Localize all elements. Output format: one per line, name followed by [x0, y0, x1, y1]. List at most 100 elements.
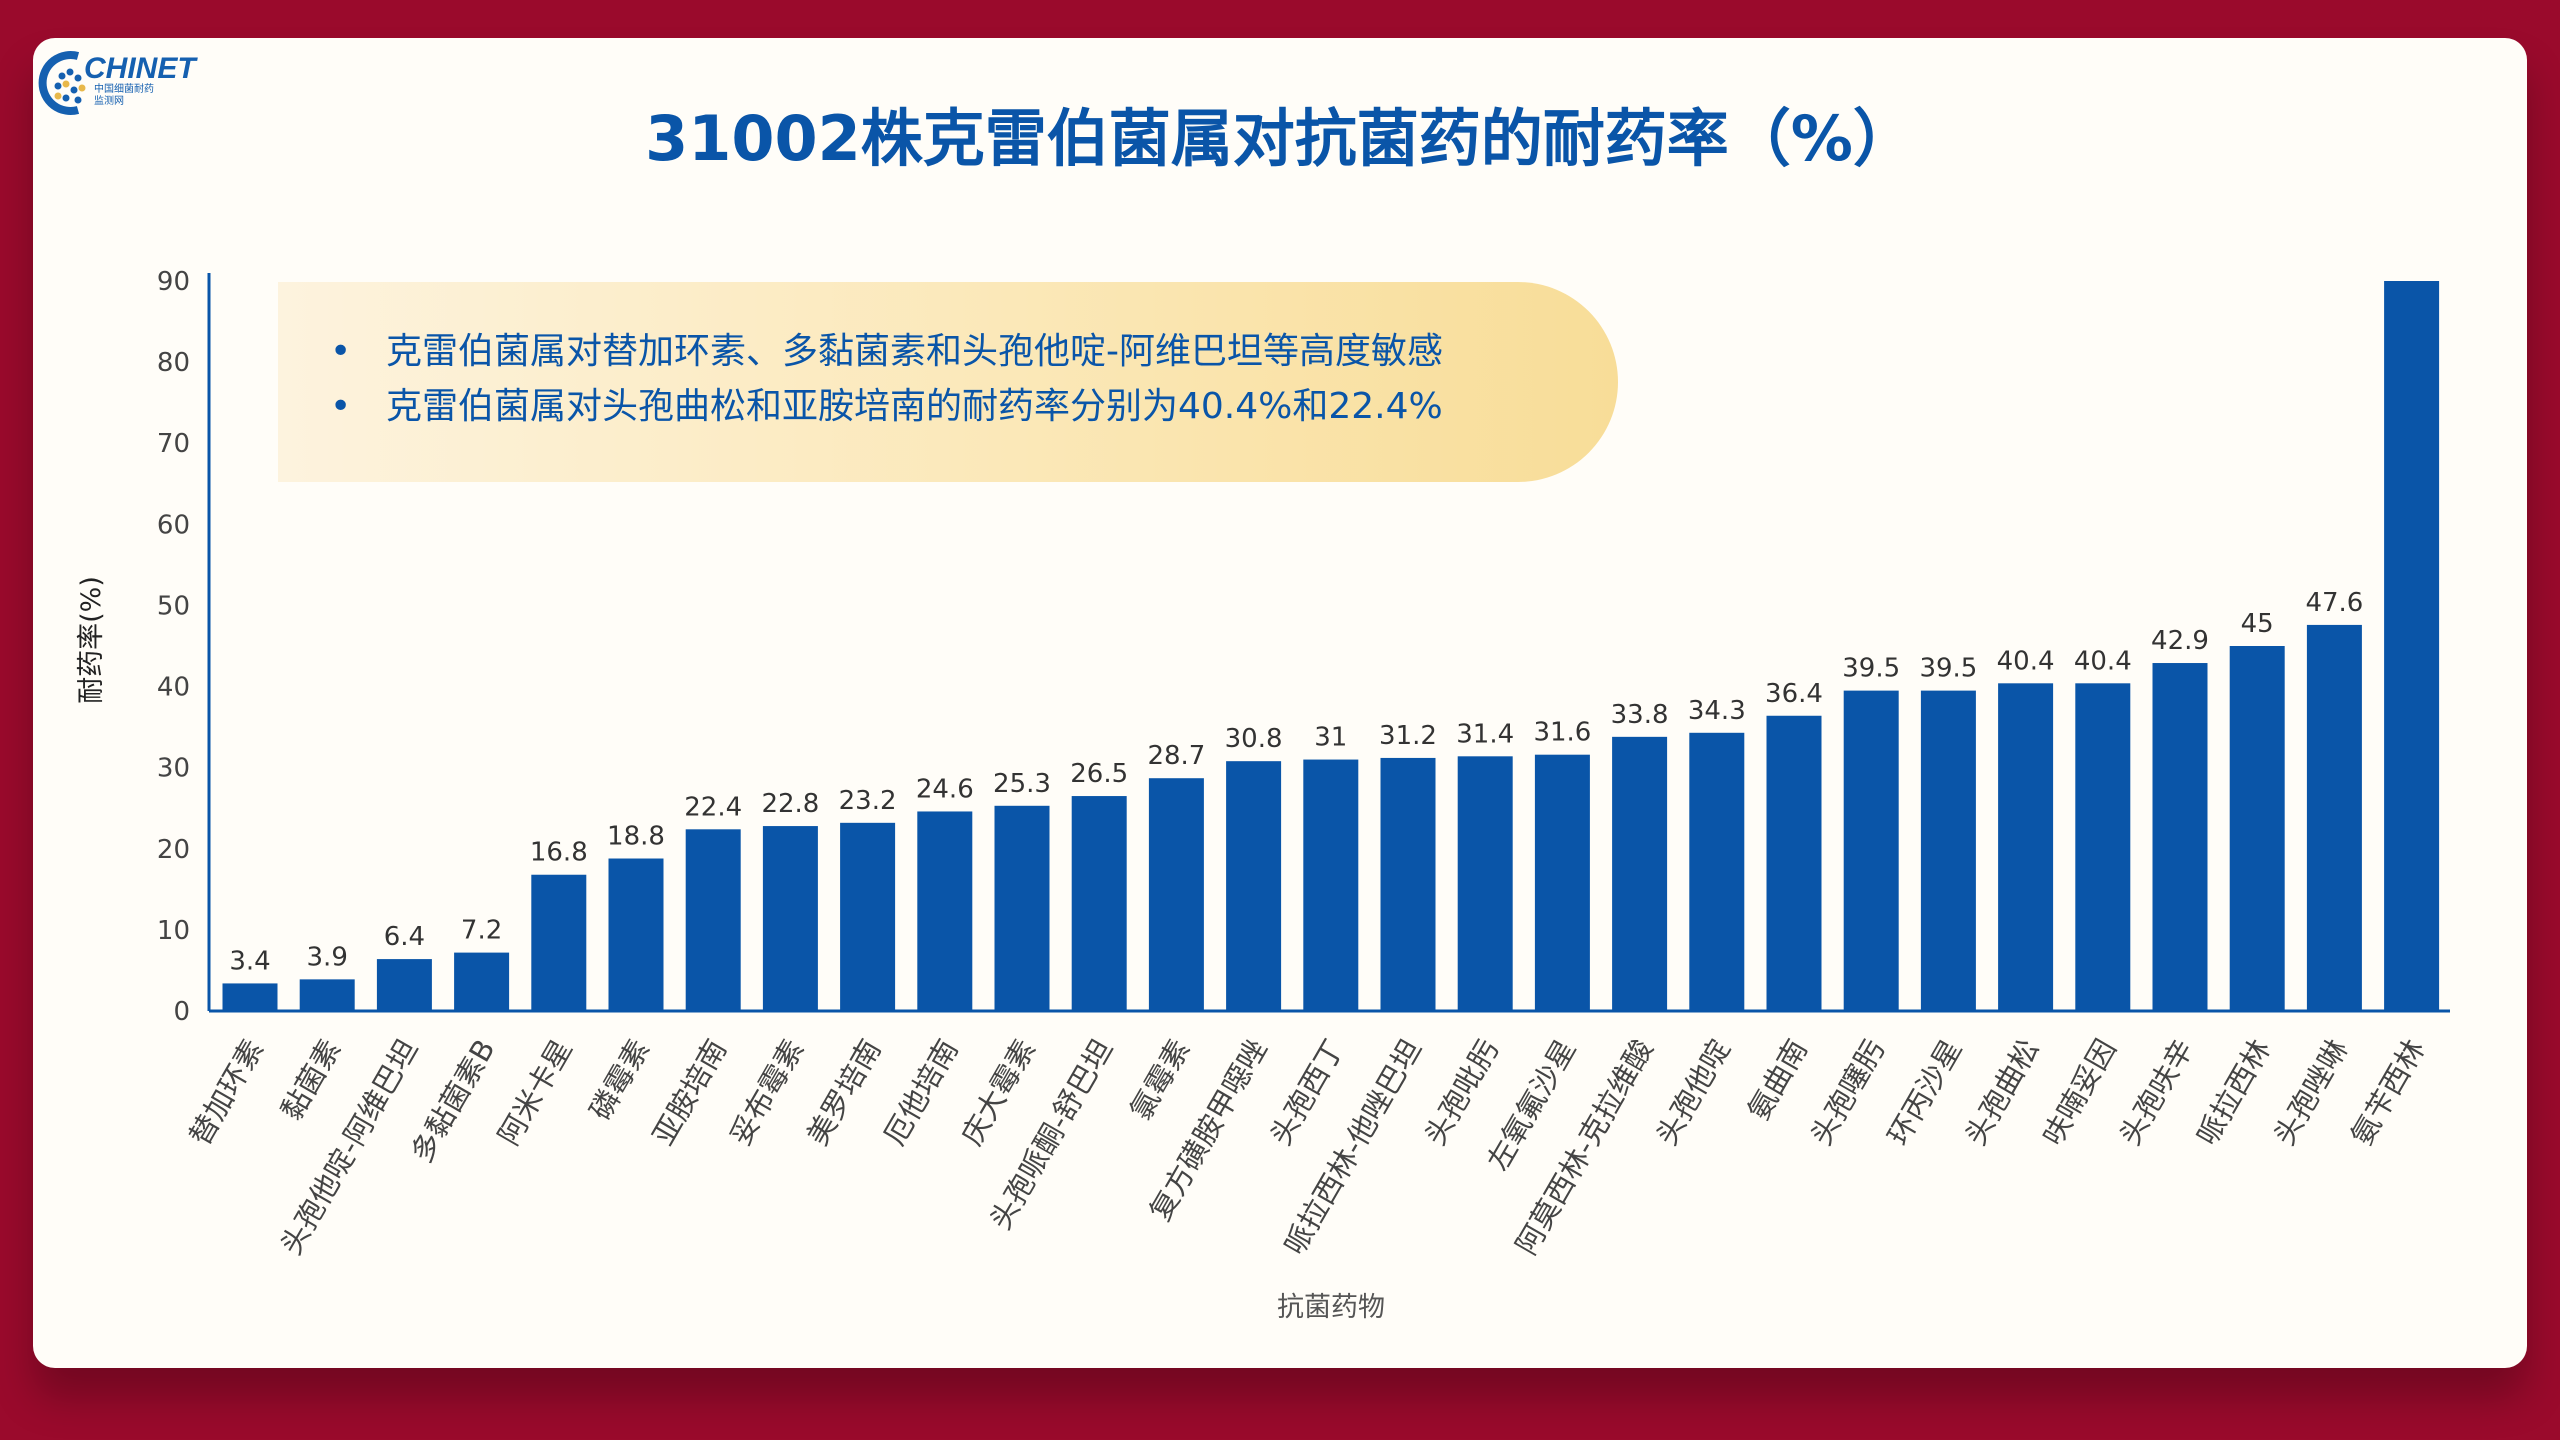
data-label: 39.5	[1842, 654, 1900, 684]
x-tick-label: 妥布霉素	[723, 1034, 810, 1151]
bar	[1689, 732, 1745, 1011]
x-tick-label: 头孢呋辛	[2113, 1034, 2200, 1151]
data-label: 25.3	[993, 769, 1051, 799]
bar	[1148, 778, 1204, 1011]
data-label: 40.4	[2074, 646, 2132, 676]
data-label: 7.2	[461, 916, 502, 946]
data-label: 23.2	[839, 786, 897, 816]
bullet-icon: •	[330, 386, 352, 427]
x-tick-label: 黏菌素	[274, 1034, 347, 1126]
page-title: 31002株克雷伯菌属对抗菌药的耐药率（%）	[645, 102, 1915, 175]
bar	[454, 952, 510, 1011]
y-tick-label: 50	[157, 591, 190, 621]
y-axis-title: 耐药率(%)	[76, 576, 107, 704]
x-tick-label: 磷霉素	[583, 1034, 656, 1126]
bullet-icon: •	[330, 331, 352, 372]
bar	[1766, 715, 1822, 1011]
x-tick-label: 头孢唑啉	[2267, 1034, 2354, 1151]
data-label: 16.8	[530, 838, 588, 868]
x-tick-label: 头孢西丁	[1263, 1034, 1350, 1151]
bar	[1303, 759, 1359, 1011]
data-label: 31.4	[1456, 719, 1514, 749]
bar	[2229, 646, 2285, 1011]
data-label: 18.8	[607, 822, 665, 852]
data-label: 31.2	[1379, 721, 1437, 751]
bar	[2152, 663, 2208, 1011]
x-axis-title: 抗菌药物	[1277, 1292, 1385, 1323]
data-label: 24.6	[916, 774, 974, 804]
x-tick-label: 呋喃妥因	[2035, 1034, 2122, 1151]
bar	[1998, 683, 2054, 1011]
x-tick-label: 头孢他啶-阿维巴坦	[274, 1034, 425, 1261]
data-label: 26.5	[1070, 759, 1128, 789]
data-label: 22.8	[761, 789, 819, 819]
data-label: 31	[1314, 723, 1347, 753]
x-tick-label: 头孢吡肟	[1418, 1034, 1505, 1151]
bar	[2384, 281, 2440, 1011]
bar	[299, 979, 355, 1011]
data-label: 3.4	[229, 946, 270, 976]
x-tick-label: 亚胺培南	[646, 1034, 733, 1151]
y-tick-label: 70	[157, 429, 190, 459]
data-label: 39.5	[1919, 654, 1977, 684]
data-label: 22.4	[684, 792, 742, 822]
data-label: 6.4	[384, 922, 425, 952]
data-label: 34.3	[1688, 696, 1746, 726]
data-label: 40.4	[1997, 646, 2055, 676]
logo-text: CHINET	[84, 52, 198, 85]
x-tick-label: 氯霉素	[1124, 1034, 1197, 1126]
x-tick-label: 阿莫西林-克拉维酸	[1509, 1034, 1660, 1261]
bar	[1843, 690, 1899, 1011]
bar	[685, 829, 741, 1011]
callout-bullet: • 克雷伯菌属对替加环素、多黏菌素和头孢他啶-阿维巴坦等高度敏感	[330, 324, 1618, 379]
callout-text: 克雷伯菌属对替加环素、多黏菌素和头孢他啶-阿维巴坦等高度敏感	[386, 331, 1443, 372]
x-tick-label: 厄他培南	[877, 1034, 964, 1151]
data-label: 47.6	[2305, 588, 2363, 618]
x-tick-label: 头孢他啶	[1649, 1034, 1736, 1151]
y-tick-label: 20	[157, 835, 190, 865]
bar	[1920, 690, 1976, 1011]
x-tick-label: 哌拉西林	[2190, 1034, 2277, 1151]
x-tick-label: 环丙沙星	[1881, 1034, 1968, 1151]
summary-callout: • 克雷伯菌属对替加环素、多黏菌素和头孢他啶-阿维巴坦等高度敏感 • 克雷伯菌属对头…	[278, 282, 1618, 482]
bar	[531, 874, 587, 1011]
x-tick-label: 美罗培南	[800, 1034, 887, 1151]
bar	[222, 983, 278, 1011]
bar	[840, 822, 896, 1011]
bar	[762, 826, 818, 1011]
y-tick-label: 0	[173, 997, 190, 1027]
bar	[1380, 757, 1436, 1011]
bar	[2075, 683, 2131, 1011]
y-tick-label: 60	[157, 510, 190, 540]
data-label: 31.6	[1533, 718, 1591, 748]
x-tick-label: 氨曲南	[1741, 1034, 1814, 1126]
bar	[376, 959, 432, 1011]
y-tick-label: 90	[157, 267, 190, 297]
logo-subtitle: 中国细菌耐药	[94, 82, 154, 95]
bar	[1457, 756, 1513, 1011]
data-label: 45	[2241, 609, 2274, 639]
data-label: 36.4	[1765, 679, 1823, 709]
callout-bullet: • 克雷伯菌属对头孢曲松和亚胺培南的耐药率分别为40.4%和22.4%	[330, 379, 1618, 434]
x-tick-label: 头孢噻肟	[1804, 1034, 1891, 1151]
x-tick-label: 阿米卡星	[491, 1034, 578, 1151]
bar	[1612, 736, 1668, 1011]
x-tick-label: 氨苄西林	[2344, 1034, 2431, 1151]
x-tick-label: 哌拉西林-他唑巴坦	[1277, 1034, 1428, 1261]
data-label: 3.9	[307, 942, 348, 972]
x-tick-label: 头孢曲松	[1958, 1034, 2045, 1151]
logo-subtitle-2: 监测网	[94, 94, 124, 107]
data-label: 30.8	[1225, 724, 1283, 754]
x-tick-label: 庆大霉素	[955, 1034, 1042, 1151]
data-label: 33.8	[1611, 700, 1669, 730]
bar	[917, 811, 973, 1011]
data-label: 28.7	[1147, 741, 1205, 771]
bar	[994, 805, 1050, 1011]
bar	[1071, 796, 1127, 1011]
y-tick-label: 80	[157, 348, 190, 378]
data-label: 42.9	[2151, 626, 2209, 656]
bar	[608, 858, 664, 1011]
callout-text: 克雷伯菌属对头孢曲松和亚胺培南的耐药率分别为40.4%和22.4%	[386, 386, 1443, 427]
bar	[1226, 761, 1282, 1011]
